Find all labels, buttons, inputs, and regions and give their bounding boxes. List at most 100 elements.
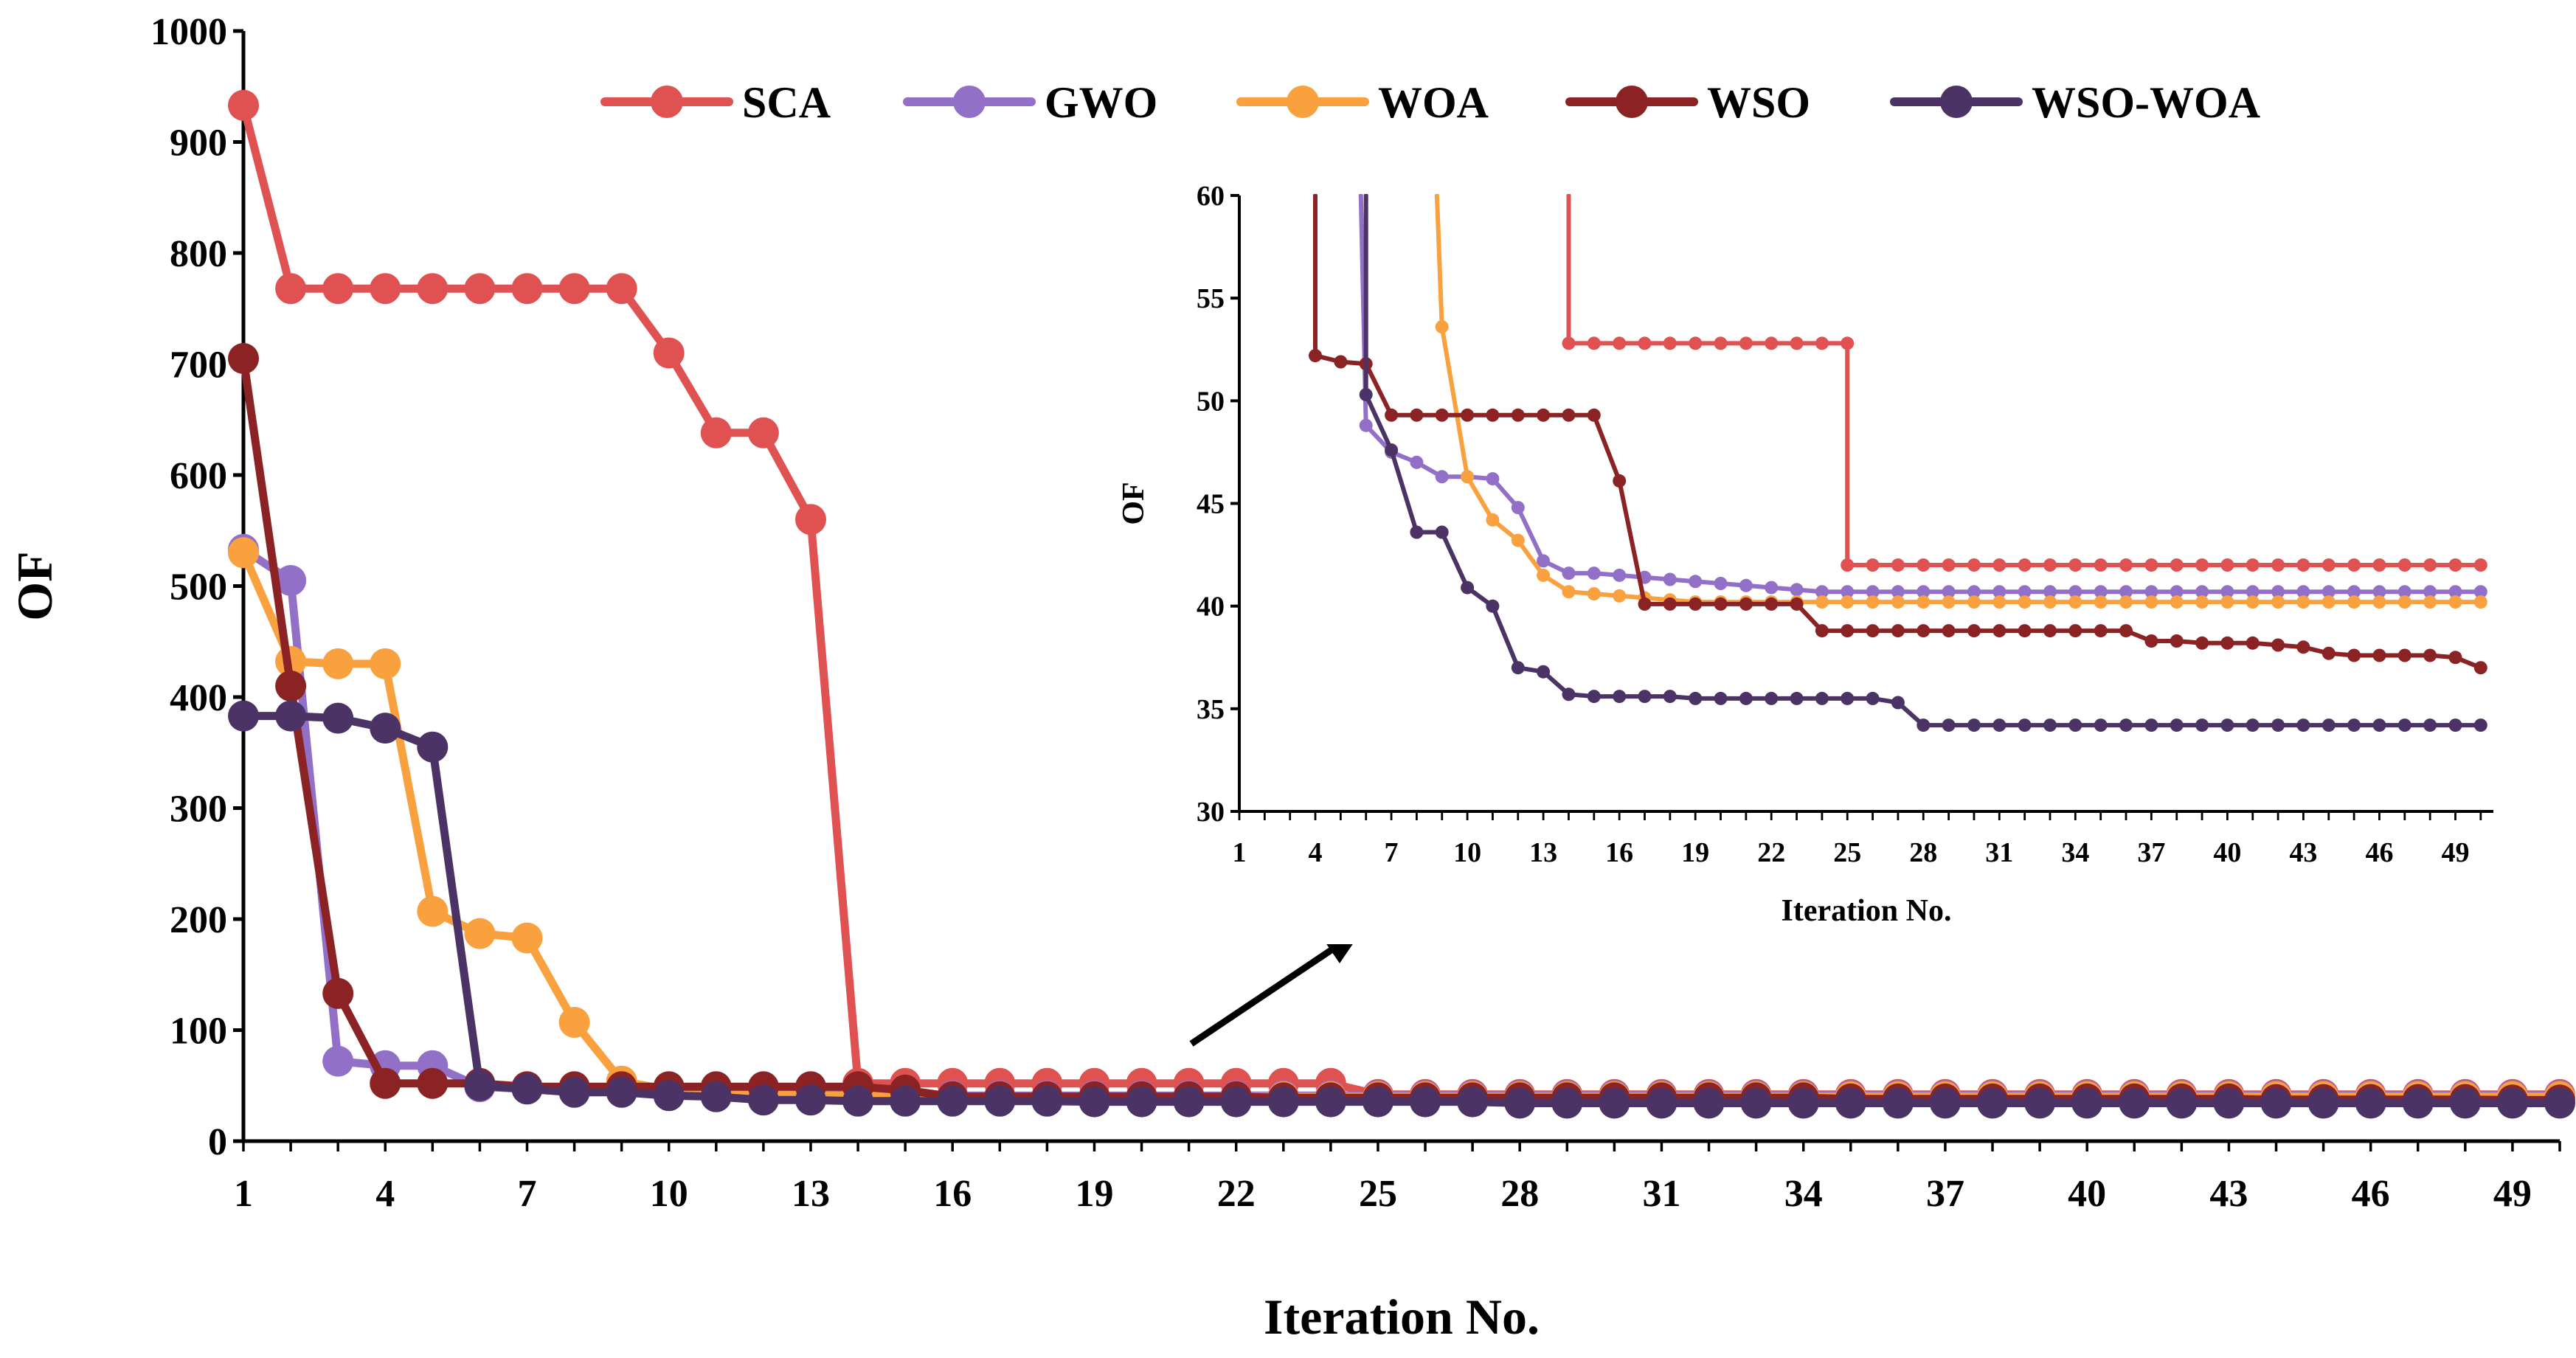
inset-x-tick-label: 28	[1909, 837, 1937, 868]
inset-point-gwo	[2043, 585, 2057, 599]
main-point-wso-woa	[984, 1085, 1016, 1117]
inset-point-gwo	[1866, 585, 1880, 599]
main-point-sca	[795, 504, 826, 536]
inset-point-wso	[2119, 624, 2133, 638]
inset-point-wso	[1714, 597, 1728, 611]
main-x-tick-label: 4	[375, 1173, 395, 1215]
main-point-sca	[322, 273, 354, 305]
inset-point-wso	[1435, 408, 1449, 422]
inset-point-wso-woa	[2094, 718, 2108, 732]
main-y-tick-label: 1000	[150, 11, 227, 53]
main-x-tick-label: 37	[1926, 1173, 1964, 1215]
main-y-tick-label: 0	[208, 1121, 227, 1163]
inset-point-sca	[2296, 558, 2310, 572]
inset-point-gwo	[1435, 470, 1449, 484]
inset-x-tick-label: 1	[1233, 837, 1247, 868]
inset-point-wso-woa	[2397, 718, 2411, 732]
main-x-tick-label: 1	[234, 1173, 253, 1215]
inset-point-gwo	[1537, 554, 1551, 568]
inset-point-wso-woa	[1486, 599, 1500, 613]
main-point-sca	[370, 273, 401, 305]
main-point-wso-woa	[2544, 1087, 2575, 1119]
main-point-wso-woa	[464, 1070, 496, 1101]
main-point-wso-woa	[1646, 1087, 1677, 1119]
inset-point-wso-woa	[1587, 690, 1601, 704]
inset-point-wso	[2094, 624, 2108, 638]
main-point-sca	[275, 273, 307, 305]
inset-point-woa	[1917, 595, 1931, 609]
inset-point-wso	[2372, 648, 2386, 662]
legend-item-sca: SCA	[600, 78, 831, 127]
inset-point-wso-woa	[1461, 581, 1475, 595]
inset-point-wso	[2423, 648, 2437, 662]
inset-point-woa	[2473, 595, 2487, 609]
inset-point-gwo	[1815, 585, 1829, 599]
inset-point-wso	[1790, 597, 1804, 611]
inset-point-wso	[1486, 408, 1500, 422]
inset-point-woa	[2018, 595, 2032, 609]
main-point-woa	[322, 648, 354, 679]
inset-point-gwo	[1486, 472, 1500, 486]
inset-point-wso	[1992, 624, 2007, 638]
inset-point-sca	[2018, 558, 2032, 572]
main-point-wso-woa	[1929, 1087, 1961, 1119]
main-point-wso	[370, 1067, 401, 1099]
inset-point-wso	[1410, 408, 1424, 422]
main-point-sca	[747, 417, 779, 448]
inset-point-wso	[1613, 474, 1627, 488]
inset-point-woa	[1537, 568, 1551, 582]
inset-point-wso-woa	[2068, 718, 2082, 732]
inset-point-gwo	[1917, 585, 1931, 599]
inset-point-wso-woa	[2448, 718, 2462, 732]
inset-point-sca	[1790, 336, 1804, 350]
inset-point-gwo	[2372, 585, 2386, 599]
inset-point-wso-woa	[1562, 687, 1576, 701]
inset-point-sca	[2246, 558, 2260, 572]
main-point-wso-woa	[1363, 1086, 1393, 1118]
inset-point-wso-woa	[2170, 718, 2184, 732]
inset-point-sca	[2372, 558, 2386, 572]
inset-point-wso-woa	[1613, 690, 1627, 704]
main-y-tick-label: 800	[170, 233, 227, 275]
inset-point-woa	[2423, 595, 2437, 609]
inset-point-sca	[1689, 336, 1703, 350]
inset-background	[1151, 177, 2523, 944]
main-point-wso-woa	[937, 1085, 969, 1117]
inset-point-gwo	[2018, 585, 2032, 599]
inset-point-wso	[1815, 624, 1829, 638]
inset-point-wso	[1537, 408, 1551, 422]
main-x-axis-title: Iteration No.	[1264, 1289, 1540, 1345]
inset-point-gwo	[1790, 583, 1804, 597]
main-point-wso-woa	[1882, 1087, 1914, 1119]
inset-point-gwo	[1410, 455, 1424, 469]
inset-point-sca	[1967, 558, 1981, 572]
main-point-sca	[606, 273, 637, 305]
inset-point-wso-woa	[2246, 718, 2260, 732]
inset-point-gwo	[1689, 575, 1703, 589]
legend-swatch-marker	[1616, 86, 1648, 118]
inset-point-wso	[1511, 408, 1525, 422]
main-point-wso	[228, 343, 259, 374]
inset-point-sca	[2043, 558, 2057, 572]
main-point-wso-woa	[1787, 1087, 1819, 1119]
main-y-tick-label: 300	[170, 789, 227, 831]
inset-point-gwo	[1587, 567, 1601, 581]
inset-series-line-wso-woa	[1363, 194, 2483, 728]
inset-point-woa	[2119, 595, 2133, 609]
inset-point-woa	[1992, 595, 2007, 609]
inset-point-woa	[2271, 595, 2285, 609]
main-point-wso-woa	[1220, 1086, 1252, 1118]
main-point-sca	[700, 417, 732, 448]
inset-point-gwo	[2246, 585, 2260, 599]
inset-x-tick-label: 43	[2289, 837, 2317, 868]
inset-point-wso	[1334, 355, 1348, 369]
main-point-wso-woa	[1126, 1086, 1157, 1118]
inset-point-woa	[1942, 595, 1956, 609]
main-point-wso-woa	[2119, 1087, 2150, 1119]
inset-point-wso-woa	[1992, 718, 2007, 732]
inset-x-tick-label: 37	[2137, 837, 2165, 868]
inset-point-sca	[2423, 558, 2437, 572]
main-point-wso-woa	[417, 731, 449, 763]
inset-point-gwo	[2119, 585, 2133, 599]
